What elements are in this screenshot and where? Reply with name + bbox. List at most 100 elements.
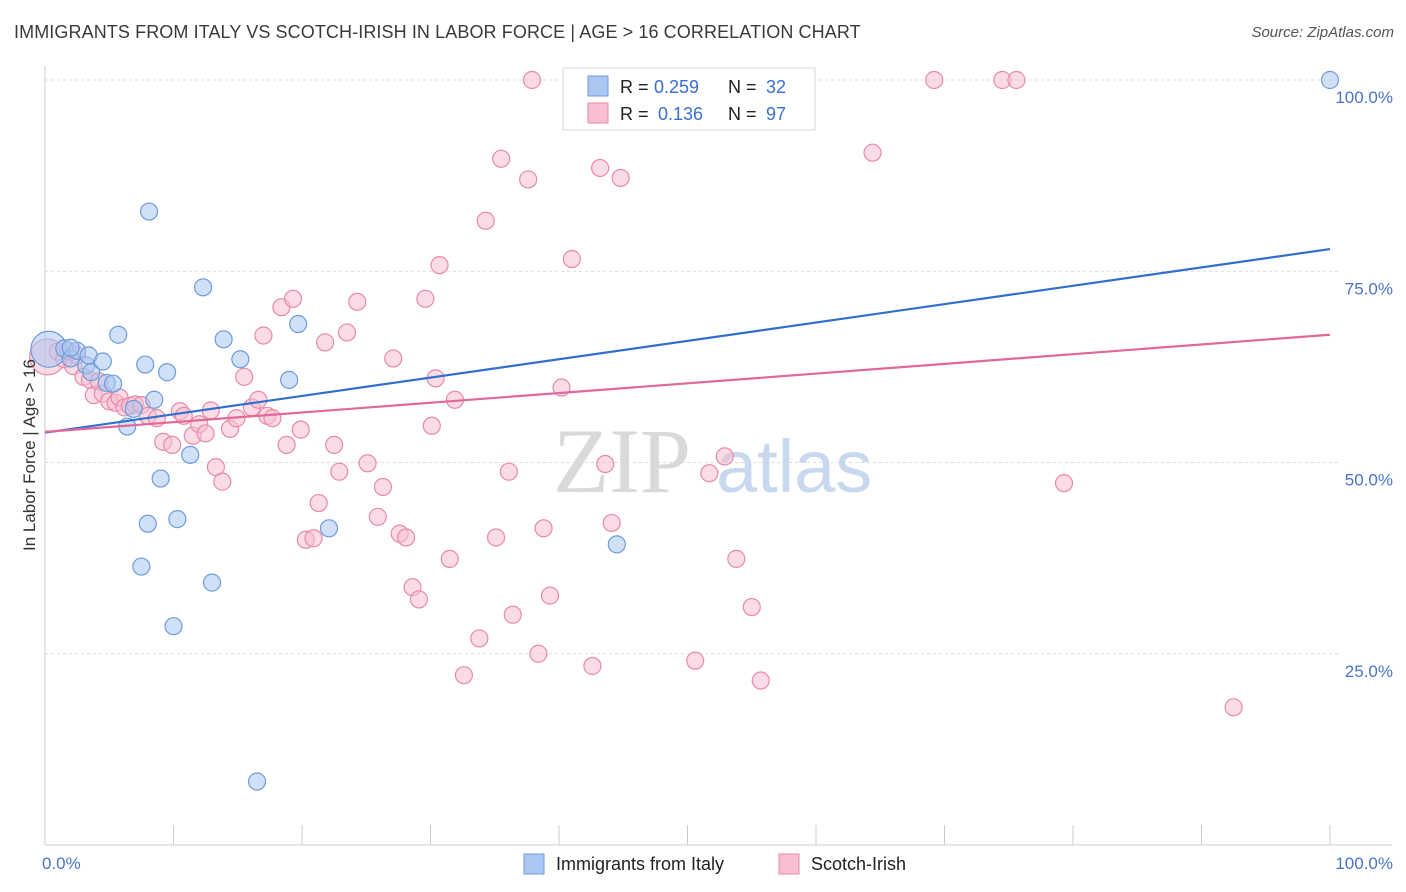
italy-point-32 [607,535,626,554]
chart-title: IMMIGRANTS FROM ITALY VS SCOTCH-IRISH IN… [14,22,861,42]
y-tick-label-3: 25.0% [1345,662,1393,681]
scotch-irish-point-82 [602,513,621,533]
scotch-irish-point-88 [727,549,746,568]
italy-point-10 [104,374,123,393]
scotch-irish-point-85 [686,651,705,670]
italy-point-15 [138,514,157,533]
scotch-irish-point-90 [742,597,761,617]
scotch-irish-point-79 [583,656,602,676]
scotch-irish-point-89 [751,671,770,690]
scotch-irish-point-57 [409,590,429,609]
scotch-irish-point-69 [499,462,518,481]
scotch-irish-point-58 [416,289,435,308]
axes [44,66,1392,846]
bottom-legend-label-italy: Immigrants from Italy [556,854,724,874]
italy-point-18 [145,390,164,409]
watermark-zip: ZIP [553,410,691,512]
watermark: ZIP atlas [553,410,872,512]
x-tick-label-1: 100.0% [1335,854,1393,873]
italy-point-31 [319,519,339,538]
scotch-irish-point-94 [1007,70,1026,90]
scotch-irish-point-21 [163,435,182,455]
italy-point-17 [139,202,159,221]
italy-point-28 [247,772,267,791]
italy-point-27 [231,350,250,369]
italy-point-20 [157,363,177,382]
legend-r-value-irish: 0.136 [658,104,703,124]
italy-point-25 [202,573,222,592]
trend-line-scotch-irish [44,333,1331,433]
scotch-irish-point-52 [373,477,393,497]
italy-point-30 [289,314,308,334]
y-tick-label-1: 75.0% [1345,279,1393,298]
trend-line-italy [44,247,1331,434]
scotch-irish-point-40 [283,289,303,308]
series-scotch-irish-points [28,70,1243,717]
legend-swatch-italy [587,75,609,97]
scotch-irish-point-50 [358,454,377,473]
italy-point-12 [124,399,143,419]
italy-point-9 [93,352,112,371]
legend-n-value-irish: 97 [766,104,786,124]
legend-r-label-irish: R = [620,104,649,124]
scotch-irish-point-75 [540,586,560,605]
scotch-irish-point-46 [325,435,344,455]
scotch-irish-point-55 [396,528,416,547]
scotch-irish-point-74 [534,519,553,538]
scotch-irish-point-45 [316,333,335,352]
scotch-irish-point-71 [519,170,538,189]
scotch-irish-point-87 [715,447,734,466]
chart-source: Source: ZipAtlas.com [1251,24,1394,41]
italy-point-26 [214,330,233,349]
bottom-legend-swatch-scotch-irish [778,853,800,875]
scotch-irish-point-32 [235,367,254,386]
scotch-irish-point-92 [925,70,944,90]
scotch-irish-point-72 [522,70,542,90]
scotch-irish-point-29 [213,472,232,491]
legend-n-value-italy: 32 [766,77,786,97]
scotch-irish-point-67 [486,528,506,547]
italy-point-29 [280,370,299,389]
scotch-irish-point-53 [384,349,403,368]
trend-lines [44,247,1331,434]
scotch-irish-point-73 [529,644,548,663]
italy-point-23 [164,617,183,636]
scotch-irish-point-59 [422,416,441,435]
scotch-irish-point-86 [700,464,719,483]
bottom-legend: Immigrants from Italy Scotch-Irish [523,853,906,875]
legend-r-value-italy: 0.259 [654,77,699,97]
scotch-irish-point-35 [254,326,273,345]
scotch-irish-point-26 [196,424,215,443]
scotch-irish-point-51 [368,507,387,526]
italy-point-13 [136,355,155,374]
scotch-irish-point-61 [430,256,449,275]
italy-point-21 [168,510,187,529]
scotch-irish-point-37 [263,409,282,428]
bottom-legend-swatch-italy [523,853,545,875]
series-italy-points [30,70,1340,791]
scotch-irish-point-70 [503,605,522,624]
scotch-irish-point-65 [470,629,489,648]
legend: R = 0.259 N = 32 R = 0.136 N = 97 [562,67,816,131]
legend-swatch-scotch-irish [587,102,609,124]
scotch-irish-point-66 [476,211,495,230]
y-tick-label-2: 50.0% [1345,471,1393,490]
scotch-irish-point-95 [1054,474,1074,493]
scotch-irish-point-41 [291,420,310,439]
italy-point-24 [193,278,213,297]
scotch-irish-point-68 [492,149,511,168]
scotch-irish-point-64 [454,666,474,685]
watermark-atlas: atlas [716,425,872,508]
y-tick-label-0: 100.0% [1335,88,1393,107]
scotch-irish-point-96 [1224,698,1243,717]
scotch-irish-point-80 [591,158,610,178]
scotch-irish-point-49 [348,292,367,311]
bottom-legend-label-scotch-irish: Scotch-Irish [811,854,906,874]
scotch-irish-point-43 [304,529,323,548]
scotch-irish-point-83 [611,168,630,188]
scotch-irish-point-34 [249,390,268,409]
scotch-irish-point-77 [562,249,581,269]
scotch-irish-point-48 [337,323,357,342]
italy-point-19 [151,469,170,488]
